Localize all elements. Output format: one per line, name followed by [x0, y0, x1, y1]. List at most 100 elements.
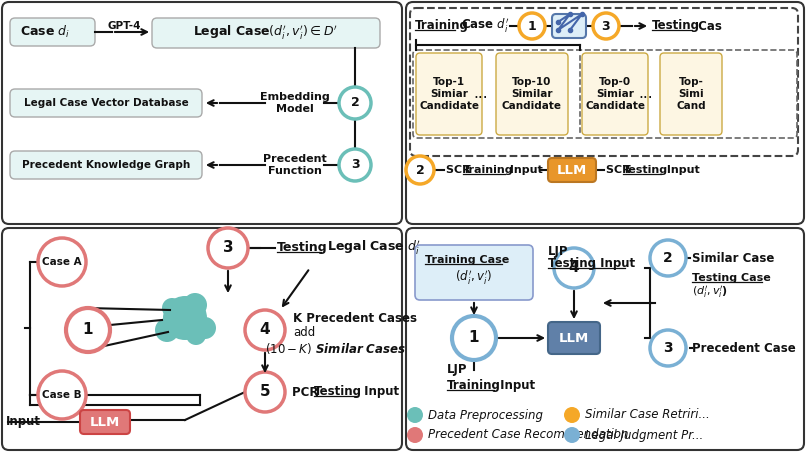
Text: Top-1
Simiar
Candidate: Top-1 Simiar Candidate: [419, 77, 479, 111]
Circle shape: [245, 372, 285, 412]
Text: Input: Input: [663, 165, 700, 175]
Circle shape: [194, 317, 216, 339]
Text: ...: ...: [638, 86, 654, 101]
Text: 2: 2: [351, 96, 360, 110]
Text: K Precedent Cases: K Precedent Cases: [293, 312, 417, 324]
Circle shape: [407, 427, 423, 443]
Text: 1: 1: [82, 323, 93, 338]
Text: $(d_i', v_i'$): $(d_i', v_i'$): [692, 284, 728, 300]
FancyBboxPatch shape: [10, 18, 95, 46]
Circle shape: [452, 316, 496, 360]
Circle shape: [66, 308, 110, 352]
Text: Legal Case Vector Database: Legal Case Vector Database: [23, 98, 188, 108]
Circle shape: [554, 248, 594, 288]
Text: SCR: SCR: [446, 165, 474, 175]
Text: 1: 1: [469, 330, 479, 345]
Circle shape: [245, 310, 285, 350]
Circle shape: [38, 371, 86, 419]
Text: $(d_i', v_i')$: $(d_i', v_i')$: [455, 269, 493, 287]
Text: Precedent
Function: Precedent Function: [263, 154, 327, 176]
Text: add: add: [293, 325, 315, 339]
Circle shape: [162, 298, 182, 318]
Text: LLM: LLM: [90, 415, 120, 429]
Text: Case $d_i$: Case $d_i$: [20, 24, 70, 40]
Text: Case A: Case A: [42, 257, 82, 267]
Circle shape: [155, 318, 179, 342]
Circle shape: [163, 296, 207, 340]
Text: Testing Input: Testing Input: [548, 258, 635, 271]
FancyBboxPatch shape: [10, 151, 202, 179]
Text: Training: Training: [415, 20, 469, 32]
Text: Similar Case: Similar Case: [692, 252, 774, 264]
FancyBboxPatch shape: [406, 228, 804, 450]
Text: Legal Case$(d_i', v_i') \in D'$: Legal Case$(d_i', v_i') \in D'$: [193, 24, 339, 42]
Text: Training: Training: [447, 379, 501, 393]
Circle shape: [339, 87, 371, 119]
Text: LLM: LLM: [559, 332, 589, 344]
Text: LJP: LJP: [447, 364, 468, 376]
Text: Testing: Testing: [652, 20, 700, 32]
Text: 3: 3: [351, 158, 360, 172]
Circle shape: [339, 149, 371, 181]
Text: Data Preprocessing: Data Preprocessing: [428, 409, 543, 421]
Text: Precedent Knowledge Graph: Precedent Knowledge Graph: [22, 160, 190, 170]
Text: ...: ...: [473, 86, 488, 101]
Text: Testing: Testing: [277, 242, 327, 254]
Text: 5: 5: [259, 384, 271, 399]
Text: Training Case: Training Case: [425, 255, 509, 265]
FancyBboxPatch shape: [2, 2, 402, 224]
FancyBboxPatch shape: [582, 53, 648, 135]
FancyBboxPatch shape: [413, 50, 797, 138]
FancyBboxPatch shape: [406, 2, 804, 224]
Text: 4: 4: [569, 261, 579, 275]
Circle shape: [406, 156, 434, 184]
Text: Legal Judgment Pr...: Legal Judgment Pr...: [585, 429, 703, 441]
Text: Embedding
Model: Embedding Model: [260, 92, 330, 114]
Text: Input: Input: [6, 415, 41, 429]
Circle shape: [183, 293, 207, 317]
Text: Input: Input: [496, 379, 535, 393]
FancyBboxPatch shape: [548, 158, 596, 182]
Text: Case $d_i'$: Case $d_i'$: [457, 17, 509, 35]
Text: Testing: Testing: [623, 165, 668, 175]
Circle shape: [593, 13, 619, 39]
FancyBboxPatch shape: [552, 14, 586, 38]
Text: $(10 - K)$ Similar Cases: $(10 - K)$ Similar Cases: [265, 340, 406, 355]
Circle shape: [650, 240, 686, 276]
FancyBboxPatch shape: [410, 8, 798, 156]
Text: LLM: LLM: [557, 163, 587, 177]
Circle shape: [519, 13, 545, 39]
Text: Cas: Cas: [694, 20, 722, 32]
FancyBboxPatch shape: [152, 18, 380, 48]
Text: LJP: LJP: [548, 246, 569, 258]
Text: PCR: PCR: [292, 385, 322, 399]
FancyBboxPatch shape: [496, 53, 568, 135]
Text: 2: 2: [663, 251, 673, 265]
Text: 3: 3: [602, 20, 610, 32]
Text: 1: 1: [528, 20, 537, 32]
Text: Similar Case Retriri...: Similar Case Retriri...: [585, 409, 709, 421]
FancyBboxPatch shape: [80, 410, 130, 434]
Circle shape: [407, 407, 423, 423]
FancyBboxPatch shape: [660, 53, 722, 135]
Text: Testing Case: Testing Case: [692, 273, 771, 283]
FancyBboxPatch shape: [416, 53, 482, 135]
Text: Top-10
Similar
Candidate: Top-10 Similar Candidate: [502, 77, 562, 111]
Text: Precedent Case: Precedent Case: [692, 342, 796, 354]
Text: SCR: SCR: [606, 165, 634, 175]
FancyBboxPatch shape: [415, 245, 533, 300]
FancyBboxPatch shape: [10, 89, 202, 117]
Circle shape: [564, 407, 580, 423]
Text: Precedent Case Recommendation: Precedent Case Recommendation: [428, 429, 629, 441]
Text: Case B: Case B: [42, 390, 82, 400]
Circle shape: [186, 325, 206, 345]
Circle shape: [650, 330, 686, 366]
Text: 3: 3: [663, 341, 673, 355]
Text: Top-
Simi
Cand: Top- Simi Cand: [676, 77, 706, 111]
Text: Top-0
Simiar
Candidate: Top-0 Simiar Candidate: [585, 77, 645, 111]
Text: Input: Input: [506, 165, 543, 175]
Text: Input: Input: [360, 385, 399, 399]
FancyBboxPatch shape: [548, 322, 600, 354]
Text: 3: 3: [223, 241, 234, 256]
Circle shape: [564, 427, 580, 443]
